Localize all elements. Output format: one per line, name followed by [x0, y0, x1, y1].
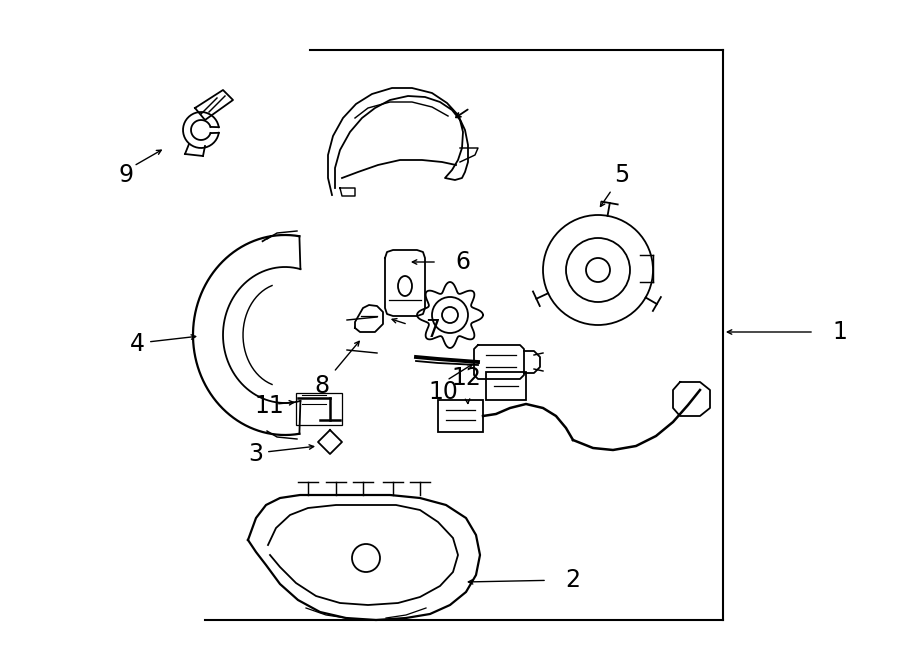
Text: 1: 1: [832, 320, 847, 344]
Text: 9: 9: [118, 163, 133, 187]
Text: 11: 11: [254, 394, 284, 418]
Text: 5: 5: [615, 163, 630, 187]
Text: 12: 12: [451, 366, 481, 390]
Text: 4: 4: [130, 332, 145, 356]
Bar: [296, 393, 342, 425]
Text: 10: 10: [428, 380, 458, 404]
Text: 2: 2: [565, 568, 580, 592]
Bar: [486, 372, 526, 400]
Text: 6: 6: [455, 250, 470, 274]
Bar: [438, 400, 483, 432]
Text: 3: 3: [248, 442, 263, 466]
Text: 7: 7: [425, 318, 440, 342]
Text: 8: 8: [314, 374, 329, 398]
